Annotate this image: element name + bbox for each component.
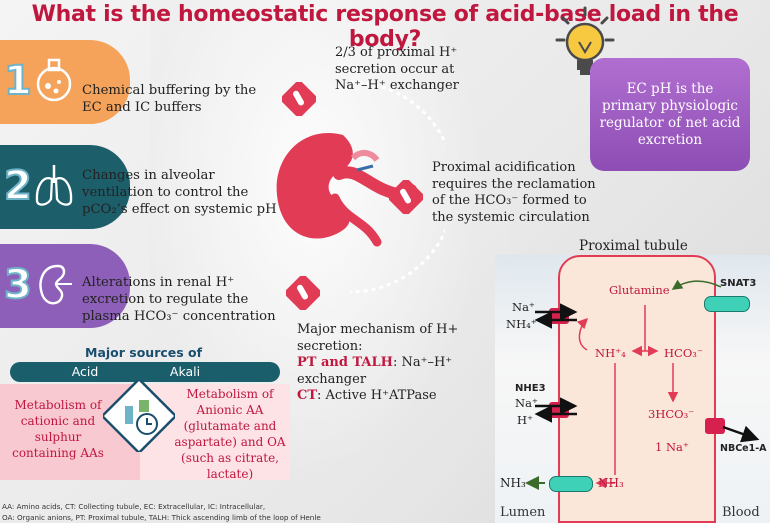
step-3-number: 3 [3, 261, 33, 309]
one-na-label: 1 Na⁺ [655, 440, 689, 454]
alkali-panel [140, 384, 290, 480]
test-tube-icon-1 [282, 82, 316, 116]
nh3-out-label: NH₃ [500, 476, 526, 490]
ec-ph-box: EC pH is the primary physiologic regulat… [590, 58, 750, 171]
nbce1-transporter [705, 418, 725, 434]
step-1-number: 1 [3, 57, 33, 105]
tubule-arrows [525, 279, 760, 490]
step-3-box: 3 [0, 244, 130, 328]
three-hco3-label: 3HCO₃⁻ [648, 407, 695, 421]
snat3-label: SNAT3 [720, 278, 757, 289]
mechanism-pt-label: PT and TALH [297, 355, 393, 370]
snat3-channel [704, 296, 750, 312]
food-clock-icon [103, 380, 175, 452]
step-1-text: Chemical buffering by the EC and IC buff… [82, 83, 257, 115]
nh3-channel [549, 476, 593, 492]
mechanism-pt-text: : Na⁺–H⁺ exchanger [297, 355, 453, 387]
alkali-label: Akali [169, 364, 201, 379]
sources-heading: Major sources of [85, 345, 203, 360]
lungs-icon [35, 165, 73, 206]
sources-pill [10, 362, 280, 382]
test-tube-icon-2 [389, 180, 423, 214]
mechanism-heading: Major mechanism of H+ secretion: [297, 322, 459, 354]
h-mid-label: H⁺ [517, 413, 534, 427]
kidney-note-right: Proximal acidification requires the recl… [432, 160, 596, 225]
mechanism-ct-text: : Active H⁺ATPase [317, 388, 437, 403]
mechanism-note: Major mechanism of H+ secretion: PT and … [297, 322, 472, 405]
lightbulb-icon [555, 6, 615, 75]
step-2-text: Changes in alveolar ventilation to contr… [82, 168, 277, 217]
nbce1-label: NBCe1-A [720, 443, 767, 454]
step-3-text: Alterations in renal H⁺ excretion to reg… [82, 275, 276, 324]
nh3-in-label: NH₃ [598, 476, 624, 490]
acid-label: Acid [71, 364, 99, 379]
tubule-title: Proximal tubule [579, 238, 688, 254]
footnote-1: AA: Amino acids, CT: Collecting tubule, … [2, 502, 266, 511]
nh4-cell-label: NH⁺₄ [595, 346, 626, 360]
flask-icon [36, 58, 72, 102]
footnote-2: OA: Organic anions, PT: Proximal tubule,… [2, 513, 321, 522]
kidney-note-top: 2/3 of proximal H⁺ secretion occur at Na… [335, 45, 459, 93]
hco3-cell-label: HCO₃⁻ [664, 346, 703, 360]
kidney-icon [39, 264, 72, 305]
glutamine-label: Glutamine [609, 283, 670, 297]
step-2-number: 2 [3, 162, 33, 210]
page-title: What is the homeostatic response of acid… [31, 2, 739, 52]
blood-label: Blood [722, 505, 760, 520]
nh4-top-label: NH₄⁺ [506, 317, 537, 331]
lumen-label: Lumen [500, 505, 546, 520]
nhe3-label: NHE3 [515, 383, 546, 394]
na-top-label: Na⁺ [512, 300, 535, 314]
acid-text: Metabolism of cationic and sulphur conta… [12, 398, 104, 460]
alkali-text: Metabolism of Anionic AA (glutamate and … [174, 387, 286, 481]
na-mid-label: Na⁺ [515, 396, 538, 410]
step-1-box: 1 [0, 40, 130, 124]
test-tube-icon-3 [286, 276, 320, 310]
step-2-box: 2 [0, 145, 130, 229]
mechanism-ct-label: CT [297, 388, 318, 403]
